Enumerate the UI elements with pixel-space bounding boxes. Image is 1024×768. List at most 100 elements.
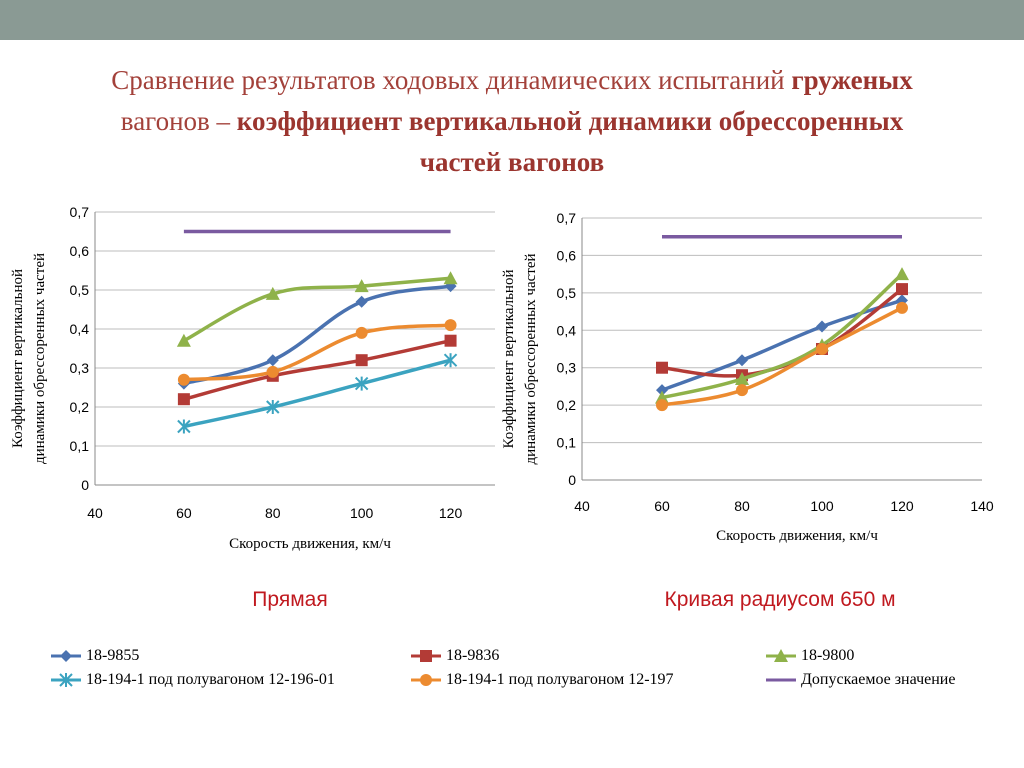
legend-label: 18-194-1 под полувагоном 12-197 — [446, 671, 674, 688]
y-axis-title: динамики обрессоренных частей — [523, 253, 539, 464]
y-tick-label: 0,1 — [557, 435, 577, 451]
legend-item: 18-194-1 под полувагоном 12-196-01 — [50, 669, 335, 691]
data-point — [736, 354, 748, 367]
data-point — [656, 399, 668, 412]
data-point — [177, 373, 190, 386]
data-point — [735, 371, 749, 385]
series-line — [183, 276, 451, 343]
series-18-9855 — [656, 294, 908, 397]
legend-swatch — [51, 673, 81, 687]
series-18-194-1 под полувагоном 12-196-01 — [177, 353, 458, 434]
title-part2: вагонов – — [120, 106, 237, 136]
legend-marker — [774, 649, 788, 662]
legend-item: Допускаемое значение — [765, 669, 955, 691]
top-bar — [0, 0, 1024, 40]
x-axis-title: Скорость движения, км/ч — [229, 536, 391, 552]
data-point — [444, 334, 457, 347]
series-line — [661, 298, 903, 392]
data-point — [816, 343, 828, 355]
x-tick-label: 80 — [265, 505, 281, 521]
data-point — [354, 279, 369, 293]
x-tick-label: 40 — [574, 498, 590, 514]
x-tick-label: 100 — [810, 498, 834, 514]
y-axis-title: Коэффициент вертикальной — [501, 270, 517, 449]
caption-left: Прямая — [252, 588, 328, 611]
series-line — [183, 358, 452, 429]
y-tick-label: 0,1 — [70, 438, 90, 454]
series-line — [661, 306, 903, 407]
y-tick-label: 0,7 — [70, 204, 90, 220]
data-point — [896, 301, 908, 314]
data-point — [265, 286, 280, 300]
data-point — [736, 384, 748, 397]
y-tick-label: 0,2 — [557, 397, 577, 413]
y-tick-label: 0,7 — [557, 210, 577, 226]
y-tick-label: 0,5 — [557, 285, 577, 301]
legend-item: 18-9855 — [50, 645, 139, 667]
legend-item: 18-9800 — [765, 645, 854, 667]
x-tick-label: 60 — [176, 505, 192, 521]
series-line — [183, 284, 451, 386]
data-point — [266, 400, 280, 414]
title-part2-bold: коэффициент вертикальной динамики обресс… — [236, 106, 904, 136]
data-point — [266, 365, 279, 378]
y-axis-title: Коэффициент вертикальной — [10, 269, 26, 448]
series-line — [183, 323, 451, 382]
legend-item: 18-194-1 под полувагоном 12-197 — [410, 669, 674, 691]
data-point — [443, 271, 458, 285]
y-tick-label: 0,3 — [557, 360, 577, 376]
legend-swatch — [766, 678, 796, 682]
data-point — [354, 376, 369, 391]
legend: 18-9855 18-9836 18-9800 18-194-1 под полува… — [50, 645, 1010, 705]
legend-label: Допускаемое значение — [801, 671, 956, 688]
y-tick-label: 0,5 — [70, 282, 90, 298]
data-point — [176, 333, 191, 347]
legend-label: 18-9855 — [86, 647, 140, 664]
legend-marker — [59, 673, 73, 687]
legend-label: 18-9800 — [801, 647, 855, 664]
x-tick-label: 140 — [970, 498, 994, 514]
data-point — [355, 326, 368, 339]
x-axis-title: Скорость движения, км/ч — [716, 528, 878, 544]
y-tick-label: 0,4 — [70, 321, 90, 337]
x-tick-label: 40 — [87, 505, 103, 521]
x-tick-label: 60 — [654, 498, 670, 514]
data-point — [444, 319, 457, 332]
y-tick-label: 0,6 — [557, 247, 577, 263]
data-point — [177, 419, 191, 434]
legend-label: 18-194-1 под полувагоном 12-196-01 — [86, 671, 335, 688]
y-tick-label: 0,3 — [70, 360, 90, 376]
x-tick-label: 120 — [890, 498, 914, 514]
data-point — [816, 320, 828, 333]
legend-swatch — [411, 674, 441, 686]
legend-label: 18-9836 — [446, 647, 500, 664]
series-18-194-1 под полувагоном 12-197 — [177, 319, 457, 386]
data-point — [266, 354, 279, 367]
series-line — [661, 287, 904, 378]
data-point — [355, 354, 368, 367]
page-title: Сравнение результатов ходовых динамическ… — [20, 60, 1004, 183]
title-part1: Сравнение результатов ходовых динамическ… — [111, 65, 792, 95]
y-tick-label: 0,4 — [557, 322, 577, 338]
data-point — [177, 393, 190, 406]
legend-marker — [420, 674, 432, 686]
data-point — [656, 361, 668, 374]
legend-swatch — [51, 650, 81, 662]
data-point — [355, 295, 368, 308]
x-tick-label: 100 — [350, 505, 374, 521]
title-part3-bold: частей вагонов — [419, 147, 605, 177]
x-tick-label: 120 — [439, 505, 463, 521]
series-18-194-1 под полувагоном 12-197 — [656, 301, 908, 412]
data-point — [895, 267, 909, 281]
y-tick-label: 0 — [568, 472, 576, 488]
data-point — [896, 294, 908, 307]
legend-item: 18-9836 — [410, 645, 499, 667]
y-tick-label: 0,6 — [70, 243, 90, 259]
x-tick-label: 80 — [734, 498, 750, 514]
legend-marker — [60, 650, 72, 662]
data-point — [656, 384, 668, 397]
series-18-9800 — [176, 271, 458, 347]
y-tick-label: 0 — [81, 477, 89, 493]
y-tick-label: 0,2 — [70, 399, 90, 415]
legend-swatch — [411, 650, 441, 662]
